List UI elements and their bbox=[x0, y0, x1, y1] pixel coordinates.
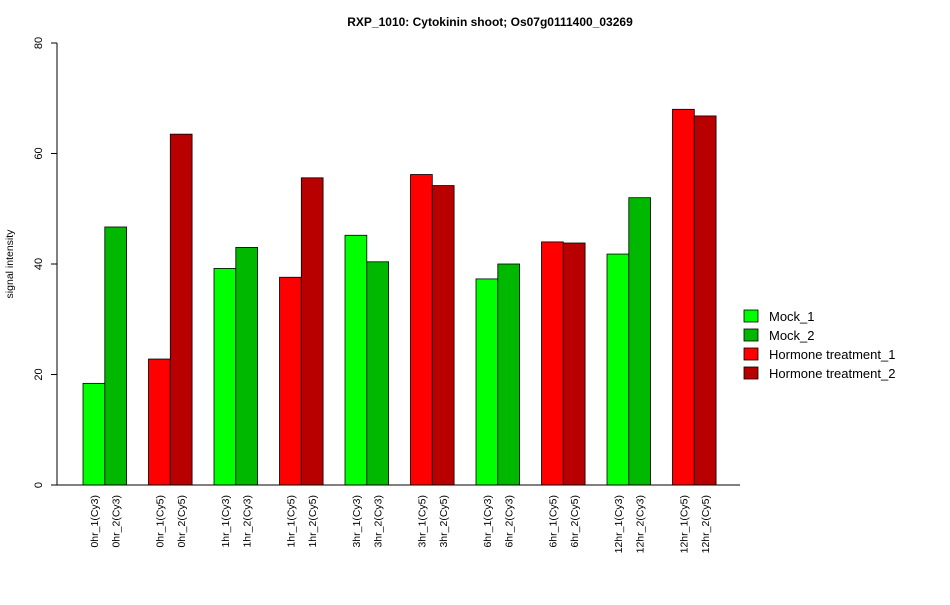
bar bbox=[300, 177, 324, 486]
x-tick-label: 3hr_1(Cy5) bbox=[416, 495, 428, 548]
bar bbox=[104, 226, 128, 486]
x-tick-label: 1hr_2(Cy5) bbox=[307, 495, 319, 548]
x-tick-labels: 0hr_1(Cy3) 0hr_2(Cy3) 0hr_1(Cy5) 0hr_2(Cy5)… bbox=[89, 495, 712, 553]
x-tick-label: 12hr_1(Cy3) bbox=[613, 495, 625, 553]
legend-swatch bbox=[743, 347, 759, 361]
y-tick-label: 60 bbox=[33, 147, 45, 159]
x-tick-label: 3hr_1(Cy3) bbox=[351, 495, 363, 548]
bar bbox=[431, 185, 455, 486]
bar bbox=[628, 197, 651, 486]
bar bbox=[366, 261, 389, 486]
x-tick-label: 0hr_1(Cy3) bbox=[89, 495, 101, 548]
bar bbox=[672, 108, 695, 486]
bar bbox=[693, 115, 717, 486]
x-tick-label: 6hr_1(Cy3) bbox=[482, 495, 494, 548]
legend: Mock_1 Mock_2 Hormone treatment_1 Hormone t… bbox=[743, 309, 895, 381]
bar bbox=[213, 268, 237, 486]
y-tick-label: 0 bbox=[33, 482, 45, 488]
x-tick-label: 1hr_2(Cy3) bbox=[242, 495, 254, 548]
legend-swatch bbox=[743, 309, 759, 323]
y-tick-label: 80 bbox=[33, 37, 45, 49]
x-tick-label: 1hr_1(Cy3) bbox=[220, 495, 232, 548]
bar bbox=[410, 174, 433, 486]
x-tick-label: 0hr_1(Cy5) bbox=[154, 495, 166, 548]
x-tick-label: 12hr_2(Cy3) bbox=[635, 495, 647, 553]
bar bbox=[235, 247, 259, 486]
x-tick-label: 0hr_2(Cy5) bbox=[176, 495, 188, 548]
bar bbox=[344, 234, 368, 486]
legend-swatch bbox=[743, 328, 759, 342]
y-tick-label: 40 bbox=[33, 258, 45, 270]
y-axis-label: signal intensity bbox=[4, 229, 16, 299]
x-tick-label: 1hr_1(Cy5) bbox=[285, 495, 297, 548]
bar bbox=[541, 241, 564, 486]
bars-group bbox=[82, 108, 717, 486]
y-tick-label: 20 bbox=[33, 368, 45, 380]
bar bbox=[169, 133, 193, 486]
x-tick-label: 3hr_2(Cy5) bbox=[438, 495, 450, 548]
legend-label: Hormone treatment_1 bbox=[769, 347, 895, 362]
bar bbox=[279, 276, 302, 486]
bar bbox=[606, 253, 630, 486]
legend-swatch bbox=[743, 366, 759, 380]
bar bbox=[562, 242, 586, 486]
x-tick-label: 12hr_1(Cy5) bbox=[678, 495, 690, 553]
y-axis: 0 20 40 60 80 bbox=[33, 37, 58, 488]
legend-label: Mock_2 bbox=[769, 328, 815, 343]
x-tick-label: 0hr_2(Cy3) bbox=[111, 495, 123, 548]
x-tick-label: 6hr_2(Cy3) bbox=[504, 495, 516, 548]
bar bbox=[82, 382, 106, 486]
x-tick-label: 3hr_2(Cy3) bbox=[373, 495, 385, 548]
x-tick-label: 6hr_2(Cy5) bbox=[569, 495, 581, 548]
legend-label: Hormone treatment_2 bbox=[769, 366, 895, 381]
bar bbox=[475, 278, 499, 486]
chart-title: RXP_1010: Cytokinin shoot; Os07g0111400_… bbox=[347, 15, 633, 29]
x-tick-label: 6hr_1(Cy5) bbox=[547, 495, 559, 548]
bar bbox=[148, 358, 171, 486]
x-tick-label: 12hr_2(Cy5) bbox=[700, 495, 712, 553]
bar bbox=[497, 263, 520, 486]
legend-label: Mock_1 bbox=[769, 309, 815, 324]
